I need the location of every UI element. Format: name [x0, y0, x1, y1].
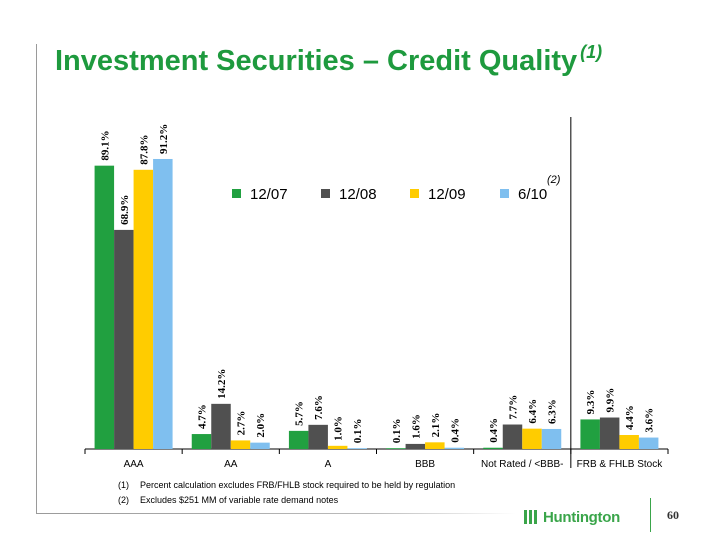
footnote-1-text: Percent calculation excludes FRB/FHLB st…: [140, 480, 456, 490]
data-label: 1.6%: [410, 414, 422, 439]
data-label: 9.9%: [605, 388, 617, 413]
bar-12-09-4: [522, 428, 542, 449]
data-label: 6.4%: [527, 399, 539, 424]
footnote-1-number: (1): [118, 480, 129, 490]
legend-swatch: [232, 189, 241, 198]
data-label: 4.7%: [197, 404, 209, 429]
legend-label: 12/08: [339, 186, 377, 203]
x-tick-label: BBB: [415, 459, 435, 470]
data-label: 0.4%: [449, 418, 461, 443]
slide-frame-bottom: [36, 513, 516, 514]
x-tick-label: AAA: [124, 459, 144, 470]
bar-12-07-2: [288, 430, 309, 449]
logo-divider: [650, 498, 651, 532]
bar-12-08-0: [114, 229, 134, 449]
slide-frame-left: [36, 44, 37, 514]
bar-6-10-5: [638, 437, 659, 449]
data-label: 2.0%: [255, 413, 267, 438]
slide-title-text: Investment Securities – Credit Quality: [55, 45, 578, 77]
data-label: 5.7%: [294, 401, 306, 426]
legend-swatch: [321, 189, 330, 198]
data-label: 9.3%: [585, 390, 597, 415]
footnote-2-text: Excludes $251 MM of variable rate demand…: [140, 495, 339, 505]
footnote-2-number: (2): [118, 495, 129, 505]
bar-12-07-5: [580, 419, 600, 449]
data-label: 14.2%: [216, 369, 228, 399]
bar-6-10-1: [250, 442, 270, 449]
x-tick-label: AA: [224, 459, 238, 470]
title-footnote-ref: (1): [580, 42, 603, 62]
bar-6-10-0: [153, 158, 173, 449]
slide-title: Investment Securities – Credit Quality (1…: [55, 42, 602, 78]
data-label: 6.3%: [547, 399, 559, 424]
bar-6-10-3: [444, 447, 465, 449]
bar-12-07-0: [94, 165, 115, 450]
data-label: 4.4%: [624, 405, 636, 430]
bar-12-09-1: [230, 440, 251, 449]
bar-6-10-2: [347, 448, 367, 449]
data-label: 68.9%: [119, 195, 131, 225]
data-label: 91.2%: [158, 124, 170, 154]
data-label: 0.4%: [488, 418, 500, 443]
data-label: 3.6%: [644, 408, 656, 433]
data-label: 2.7%: [236, 411, 248, 436]
data-label: 89.1%: [99, 130, 111, 160]
data-label: 0.1%: [352, 418, 364, 443]
legend-label: 12/07: [250, 186, 288, 203]
bar-12-09-0: [133, 169, 154, 449]
data-label: 2.1%: [430, 413, 442, 438]
footnotes: (1) Percent calculation excludes FRB/FHLB…: [118, 478, 455, 508]
legend-label: 12/09: [428, 186, 466, 203]
footnote-2: (2) Excludes $251 MM of variable rate dem…: [118, 493, 455, 508]
bar-12-08-5: [599, 417, 620, 449]
legend-footnote-ref: (2): [547, 174, 561, 186]
bar-12-07-1: [191, 434, 212, 449]
data-label: 7.7%: [508, 395, 520, 420]
data-label: 1.0%: [333, 416, 345, 441]
bar-12-09-5: [619, 435, 639, 449]
x-tick-label: A: [325, 459, 332, 470]
logo-text: Huntington: [543, 508, 620, 526]
bar-12-08-1: [211, 403, 231, 449]
data-label: 0.1%: [391, 418, 403, 443]
bar-12-07-4: [483, 447, 503, 449]
bar-12-07-3: [386, 448, 406, 449]
bar-12-08-2: [308, 424, 328, 449]
logo-mark-icon: [524, 510, 537, 524]
bar-6-10-4: [541, 428, 562, 449]
legend-swatch: [410, 189, 419, 198]
bar-12-09-3: [425, 442, 445, 449]
bar-12-08-3: [405, 443, 426, 449]
data-label: 7.6%: [313, 395, 325, 420]
x-tick-label: Not Rated / <BBB-: [481, 459, 564, 470]
legend-swatch: [500, 189, 509, 198]
x-tick-label: FRB & FHLB Stock: [577, 459, 664, 470]
data-label: 87.8%: [138, 135, 150, 165]
legend-label: 6/10: [518, 186, 547, 203]
huntington-logo: Huntington: [524, 506, 620, 528]
bar-12-09-2: [327, 445, 348, 449]
footnote-1: (1) Percent calculation excludes FRB/FHLB…: [118, 478, 455, 493]
bar-12-08-4: [502, 424, 523, 449]
page-number: 60: [667, 508, 679, 522]
